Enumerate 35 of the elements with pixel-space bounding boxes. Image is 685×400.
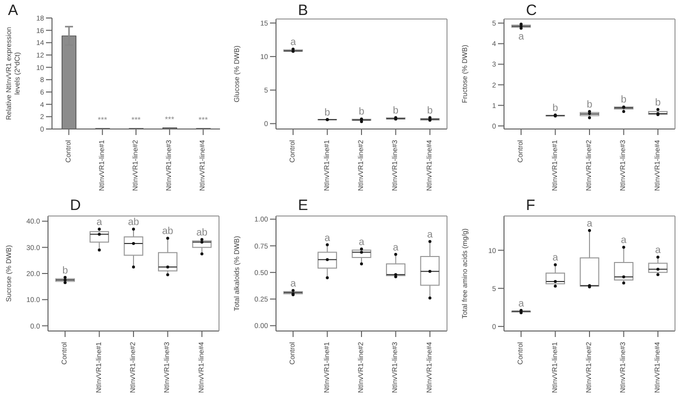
annotation: *** bbox=[198, 115, 208, 124]
annotation: *** bbox=[131, 115, 141, 124]
chart-title: B bbox=[298, 2, 308, 19]
annotation: a bbox=[392, 242, 399, 254]
chart-title: D bbox=[70, 197, 81, 214]
annotation: *** bbox=[164, 114, 174, 124]
annotation: a bbox=[427, 230, 434, 241]
annotation: a bbox=[290, 278, 296, 290]
annotation: a bbox=[586, 218, 593, 230]
annotation: a bbox=[518, 298, 524, 310]
chart-title: F bbox=[526, 197, 536, 214]
annotation: ab bbox=[128, 217, 140, 228]
chart-title: E bbox=[298, 197, 308, 214]
annotation: b bbox=[392, 105, 399, 116]
annotation: a bbox=[552, 252, 559, 264]
annotation: a bbox=[358, 237, 365, 248]
chart-title: C bbox=[526, 2, 537, 19]
annotation: a bbox=[324, 232, 331, 244]
annotation: a bbox=[290, 37, 296, 48]
annotation: ab bbox=[162, 226, 174, 238]
annotation: b bbox=[586, 100, 593, 111]
annotation: b bbox=[620, 94, 627, 106]
annotation: a bbox=[96, 217, 103, 228]
annotation: a bbox=[655, 245, 662, 256]
annotation: b bbox=[655, 97, 662, 108]
annotation: b bbox=[552, 103, 559, 114]
annotation: b bbox=[358, 106, 365, 118]
annotation: b bbox=[62, 265, 68, 276]
chart-title: A bbox=[8, 2, 18, 19]
annotation: a bbox=[620, 235, 627, 246]
annotation: ab bbox=[196, 228, 208, 239]
annotation: *** bbox=[98, 115, 108, 124]
annotation: b bbox=[427, 106, 434, 117]
annotation: b bbox=[324, 107, 331, 118]
annotation: a bbox=[518, 31, 524, 42]
